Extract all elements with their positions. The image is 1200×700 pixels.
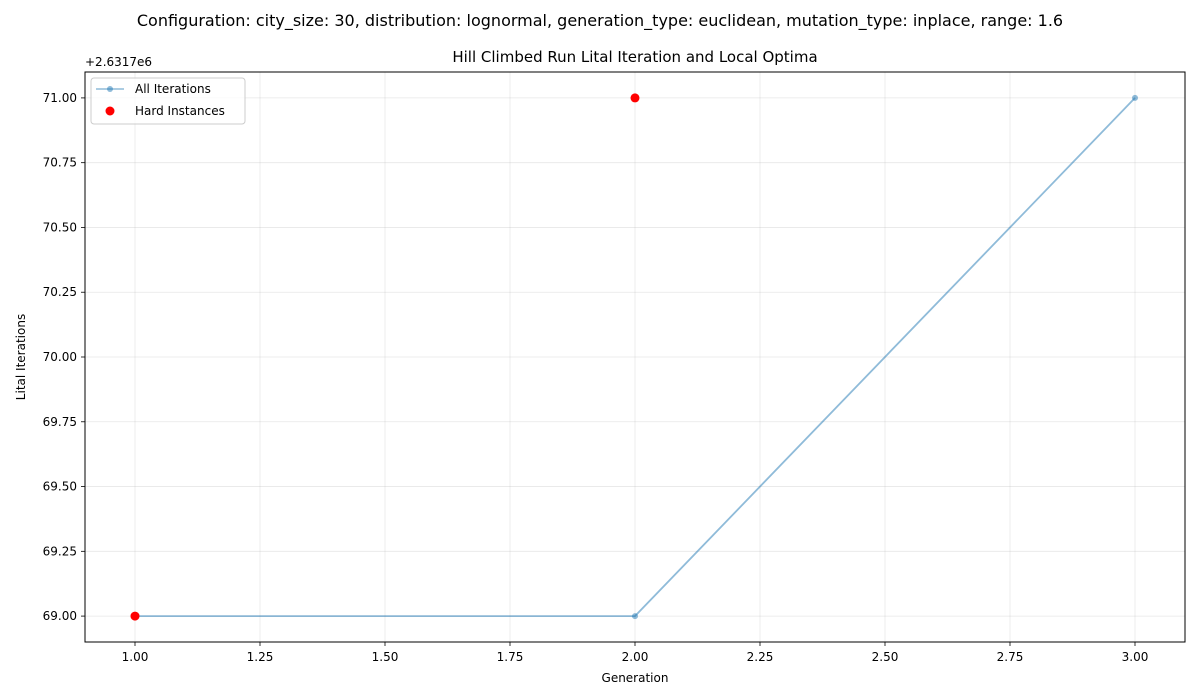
y-tick-label: 70.50 (43, 220, 77, 234)
figure-suptitle: Configuration: city_size: 30, distributi… (136, 11, 1064, 30)
y-tick-label: 71.00 (43, 91, 77, 105)
chart-title: Hill Climbed Run Lital Iteration and Loc… (452, 48, 817, 66)
x-tick-label: 1.75 (497, 650, 524, 664)
y-tick-label: 69.00 (43, 609, 77, 623)
x-tick-label: 2.25 (747, 650, 774, 664)
legend: All Iterations Hard Instances (90, 77, 246, 125)
plot-area (85, 72, 1185, 642)
x-axis-label: Generation (602, 671, 669, 685)
x-tick-label: 1.00 (122, 650, 149, 664)
y-tick-label: 69.75 (43, 415, 77, 429)
x-tick-label: 2.50 (872, 650, 899, 664)
legend-marker-hard-instances (105, 106, 115, 116)
y-tick-label: 70.00 (43, 350, 77, 364)
x-tick-label: 1.25 (247, 650, 274, 664)
x-tick-label: 2.75 (997, 650, 1024, 664)
legend-box (90, 77, 246, 125)
y-axis-label: Lital Iterations (14, 314, 28, 400)
x-tick-label: 2.00 (622, 650, 649, 664)
all-iterations-point (1132, 94, 1138, 101)
all-iterations-point (632, 613, 638, 620)
y-offset-label: +2.6317e6 (85, 55, 152, 69)
legend-marker-all-iterations (107, 86, 113, 92)
x-tick-label: 3.00 (1122, 650, 1149, 664)
hard-instance-point (630, 93, 640, 103)
y-tick-label: 69.50 (43, 480, 77, 494)
y-tick-label: 69.25 (43, 544, 77, 558)
x-tick-label: 1.50 (372, 650, 399, 664)
legend-label-hard-instances: Hard Instances (135, 104, 225, 118)
hard-instance-point (130, 611, 140, 621)
ticks: 1.00 1.25 1.50 1.75 2.00 2.25 2.50 2.75 3.00 69.0… (43, 91, 1149, 664)
y-tick-label: 70.75 (43, 156, 77, 170)
legend-label-all-iterations: All Iterations (135, 82, 211, 96)
series-layer (130, 93, 1138, 621)
y-tick-label: 70.25 (43, 285, 77, 299)
